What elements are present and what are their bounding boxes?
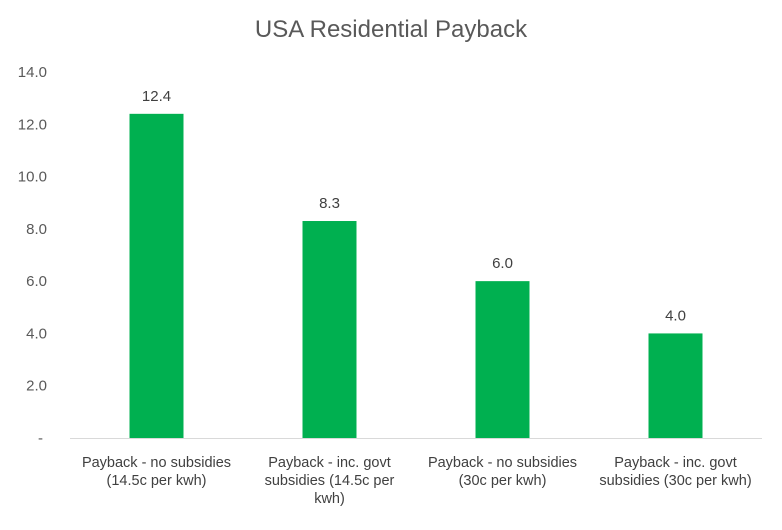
y-tick-label: 8.0 <box>26 221 47 238</box>
data-label: 12.4 <box>142 88 171 105</box>
x-tick-label: subsidies (30c per kwh) <box>599 473 751 489</box>
x-tick-label: subsidies (14.5c per <box>265 473 395 489</box>
x-tick-label: Payback - inc. govt <box>614 455 737 471</box>
bar <box>302 221 357 438</box>
x-tick-label: kwh) <box>314 491 345 507</box>
x-tick-label: (30c per kwh) <box>459 473 547 489</box>
x-tick-label: (14.5c per kwh) <box>107 473 207 489</box>
y-tick-label: 10.0 <box>18 169 47 186</box>
y-tick-label: 2.0 <box>26 378 47 395</box>
data-label: 4.0 <box>665 307 686 324</box>
y-tick-label: - <box>38 430 43 447</box>
bar <box>648 333 703 438</box>
y-tick-label: 14.0 <box>18 64 47 81</box>
data-label: 8.3 <box>319 195 340 212</box>
y-tick-label: 12.0 <box>18 116 47 133</box>
x-tick-label: Payback - no subsidies <box>428 455 577 471</box>
chart-title: USA Residential Payback <box>254 16 528 43</box>
x-tick-label: Payback - inc. govt <box>268 455 391 471</box>
y-tick-label: 6.0 <box>26 273 47 290</box>
bar <box>129 113 184 438</box>
data-label: 6.0 <box>492 255 513 272</box>
bar <box>475 281 530 438</box>
y-tick-label: 4.0 <box>26 325 47 342</box>
x-tick-label: Payback - no subsidies <box>82 455 231 471</box>
